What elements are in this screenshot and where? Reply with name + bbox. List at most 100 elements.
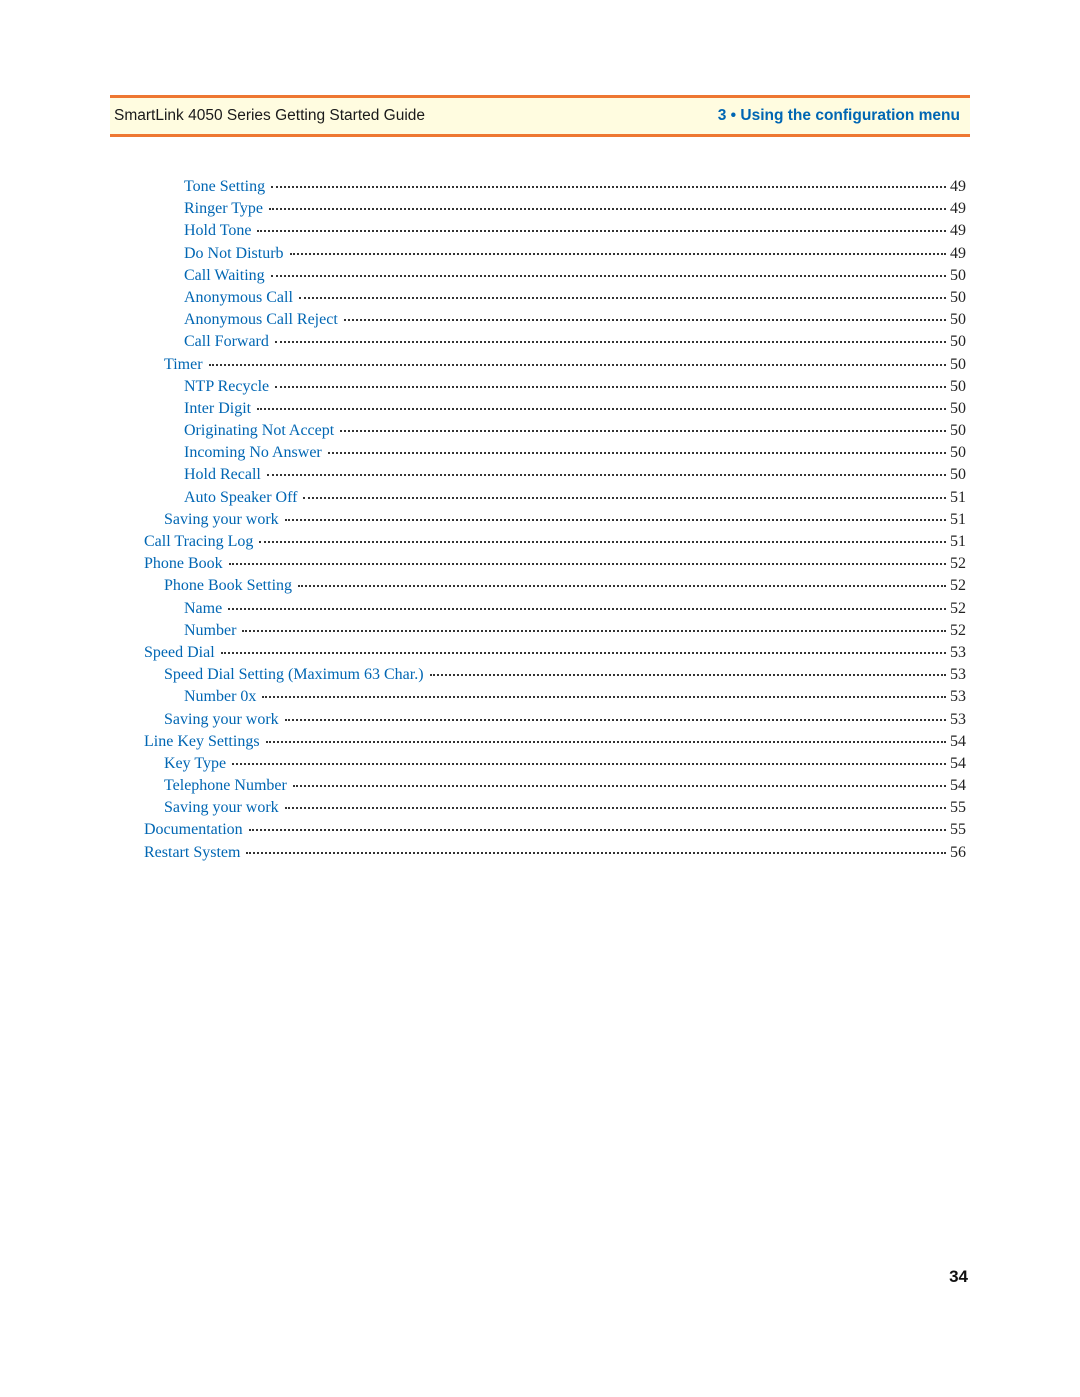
toc-leader-dots — [285, 807, 946, 809]
toc-entry-label[interactable]: Name — [184, 601, 226, 617]
toc-entry-label[interactable]: Originating Not Accept — [184, 423, 338, 439]
toc-entry: Hold Tone 49 — [144, 223, 966, 239]
toc-entry-label[interactable]: Saving your work — [164, 712, 283, 728]
toc-entry-page: 51 — [948, 512, 966, 528]
toc-entry-label[interactable]: Number — [184, 623, 240, 639]
toc-entry-label[interactable]: Line Key Settings — [144, 734, 264, 750]
toc-entry-label[interactable]: Incoming No Answer — [184, 445, 326, 461]
toc-leader-dots — [232, 763, 946, 765]
toc-leader-dots — [299, 297, 946, 299]
toc-entry: Hold Recall 50 — [144, 467, 966, 483]
toc-leader-dots — [228, 608, 946, 610]
toc-entry-label[interactable]: Tone Setting — [184, 179, 269, 195]
toc-leader-dots — [271, 186, 946, 188]
toc-entry: Phone Book Setting 52 — [144, 578, 966, 594]
toc-entry-page: 50 — [948, 423, 966, 439]
toc-entry: Saving your work53 — [144, 712, 966, 728]
toc-entry-page: 54 — [948, 734, 966, 750]
toc-leader-dots — [249, 829, 946, 831]
header-chapter-title: 3 • Using the configuration menu — [718, 107, 960, 125]
toc-entry-label[interactable]: Documentation — [144, 822, 247, 838]
toc-entry: Call Waiting 50 — [144, 268, 966, 284]
toc-entry-page: 49 — [948, 223, 966, 239]
toc-entry-label[interactable]: Hold Tone — [184, 223, 255, 239]
toc-leader-dots — [293, 785, 946, 787]
toc-leader-dots — [229, 563, 946, 565]
toc-entry-page: 49 — [948, 246, 966, 262]
toc-entry-page: 52 — [948, 578, 966, 594]
toc-entry-label[interactable]: Phone Book Setting — [164, 578, 296, 594]
toc-entry-page: 52 — [948, 601, 966, 617]
toc-entry: Key Type54 — [144, 756, 966, 772]
toc-leader-dots — [246, 852, 946, 854]
toc-leader-dots — [303, 497, 946, 499]
toc-entry-label[interactable]: Number 0x — [184, 689, 260, 705]
toc-entry-label[interactable]: Restart System — [144, 845, 244, 861]
toc-leader-dots — [285, 719, 946, 721]
toc-entry-label[interactable]: Ringer Type — [184, 201, 267, 217]
toc-entry-label[interactable]: Speed Dial — [144, 645, 219, 661]
toc-entry-label[interactable]: Saving your work — [164, 800, 283, 816]
toc-leader-dots — [344, 319, 946, 321]
toc-entry-label[interactable]: Call Waiting — [184, 268, 269, 284]
toc-entry-page: 51 — [948, 490, 966, 506]
toc-entry-label[interactable]: Anonymous Call — [184, 290, 297, 306]
toc-entry-label[interactable]: Saving your work — [164, 512, 283, 528]
toc-entry: Number 52 — [144, 623, 966, 639]
toc-leader-dots — [221, 652, 946, 654]
toc-entry: Tone Setting 49 — [144, 179, 966, 195]
toc-leader-dots — [340, 430, 946, 432]
toc-leader-dots — [259, 541, 946, 543]
toc-entry: Anonymous Call Reject 50 — [144, 312, 966, 328]
toc-entry-label[interactable]: Auto Speaker Off — [184, 490, 301, 506]
toc-entry-label[interactable]: Key Type — [164, 756, 230, 772]
toc-entry-page: 53 — [948, 689, 966, 705]
toc-entry-page: 50 — [948, 357, 966, 373]
toc-entry-page: 56 — [948, 845, 966, 861]
toc-leader-dots — [275, 386, 946, 388]
toc-entry-page: 50 — [948, 467, 966, 483]
toc-entry-label[interactable]: Anonymous Call Reject — [184, 312, 342, 328]
toc-leader-dots — [290, 253, 946, 255]
toc-entry-label[interactable]: Call Tracing Log — [144, 534, 257, 550]
toc-entry-label[interactable]: Call Forward — [184, 334, 273, 350]
toc-leader-dots — [285, 519, 946, 521]
toc-entry: Saving your work55 — [144, 800, 966, 816]
toc-entry-label[interactable]: Do Not Disturb — [184, 246, 288, 262]
toc-entry-page: 49 — [948, 201, 966, 217]
toc-entry-page: 55 — [948, 822, 966, 838]
toc-entry-page: 50 — [948, 268, 966, 284]
toc-entry-page: 49 — [948, 179, 966, 195]
toc-entry: Telephone Number54 — [144, 778, 966, 794]
toc-entry: Ringer Type 49 — [144, 201, 966, 217]
toc-entry-label[interactable]: Speed Dial Setting (Maximum 63 Char.) — [164, 667, 428, 683]
toc-entry-label[interactable]: Phone Book — [144, 556, 227, 572]
toc-entry-label[interactable]: Inter Digit — [184, 401, 255, 417]
toc-entry: Call Tracing Log51 — [144, 534, 966, 550]
toc-entry: Timer 50 — [144, 357, 966, 373]
toc-entry-page: 50 — [948, 334, 966, 350]
toc-entry-label[interactable]: Timer — [164, 357, 207, 373]
document-page: SmartLink 4050 Series Getting Started Gu… — [0, 0, 1080, 1397]
toc-entry: Auto Speaker Off 51 — [144, 490, 966, 506]
toc-entry-page: 50 — [948, 290, 966, 306]
toc-leader-dots — [271, 275, 946, 277]
toc-entry-label[interactable]: Hold Recall — [184, 467, 265, 483]
toc-entry: Documentation 55 — [144, 822, 966, 838]
toc-entry: Inter Digit50 — [144, 401, 966, 417]
toc-entry-page: 52 — [948, 623, 966, 639]
toc-entry: Do Not Disturb 49 — [144, 246, 966, 262]
header-bar: SmartLink 4050 Series Getting Started Gu… — [110, 95, 970, 137]
toc-leader-dots — [430, 674, 946, 676]
toc-entry-page: 50 — [948, 312, 966, 328]
toc-leader-dots — [298, 585, 946, 587]
toc-entry: Anonymous Call 50 — [144, 290, 966, 306]
toc-entry-page: 50 — [948, 445, 966, 461]
toc-leader-dots — [275, 341, 946, 343]
toc-leader-dots — [267, 474, 946, 476]
toc-entry-page: 53 — [948, 667, 966, 683]
toc-entry-label[interactable]: NTP Recycle — [184, 379, 273, 395]
toc-entry: Name 52 — [144, 601, 966, 617]
table-of-contents: Tone Setting49Ringer Type49Hold Tone49Do… — [144, 179, 966, 861]
toc-entry-label[interactable]: Telephone Number — [164, 778, 291, 794]
